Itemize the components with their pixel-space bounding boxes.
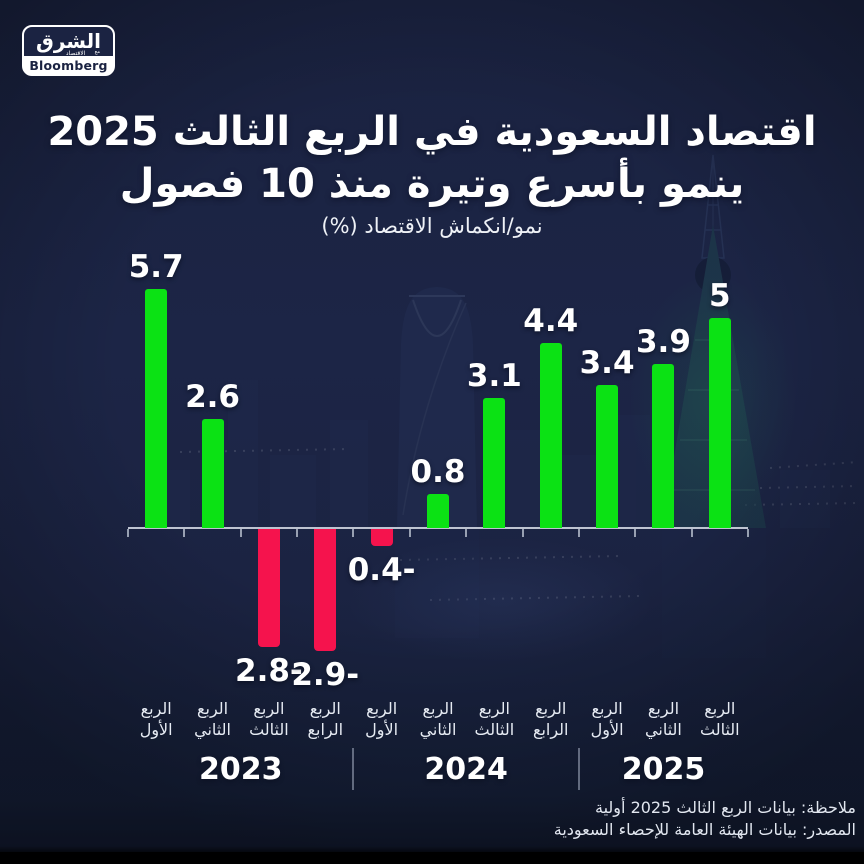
bar-value-label: 2.6 <box>185 378 240 415</box>
quarter-label: الربع الثاني <box>419 699 457 739</box>
logo-asharq-text: الشرق <box>35 29 102 53</box>
quarter-label: الربع الثاني <box>645 699 682 739</box>
quarter-label: الربع الرابع <box>307 699 344 739</box>
footer-note: ملاحظة: بيانات الربع الثالث 2025 أولية <box>595 798 856 817</box>
logo-bloomberg-strip: مع Bloomberg <box>23 49 114 75</box>
bar-value-label: 3.4 <box>579 345 635 382</box>
quarter-label: الربع الأول <box>139 699 173 739</box>
bar <box>257 529 280 647</box>
x-axis-tick <box>127 529 129 537</box>
x-axis-tick <box>296 529 299 537</box>
bar-value-label: 0.8 <box>410 454 466 491</box>
bar-value-label: 5 <box>709 278 731 314</box>
page-title: اقتصاد السعودية في الربع الثالث 2025 ينم… <box>0 106 864 210</box>
title-line-1: اقتصاد السعودية في الربع الثالث 2025 <box>47 109 817 155</box>
quarter-label: الربع الرابع <box>532 699 569 739</box>
bar-value-label: 4.4 <box>523 303 579 340</box>
bar-value-label: 0.4- <box>347 551 416 588</box>
x-axis-tick <box>690 529 693 537</box>
x-axis-line <box>128 527 748 529</box>
logo-aliqtisad-text: الاقتصاد <box>65 50 86 57</box>
x-axis-tick <box>183 529 186 537</box>
bar <box>370 529 393 546</box>
title-line-2: ينمو بأسرع وتيرة منذ 10 فصول <box>119 161 745 207</box>
chart-subtitle: نمو/انكماش الاقتصاد (%) <box>321 214 543 238</box>
bar <box>483 397 506 528</box>
year-divider <box>352 748 355 790</box>
quarter-label: الربع الثالث <box>249 699 289 739</box>
bar-value-label: 3.1 <box>466 357 522 394</box>
bar <box>201 418 224 528</box>
bottom-black-strip <box>0 852 864 864</box>
logo-bloomberg-text: Bloomberg <box>29 58 108 73</box>
quarter-label: الربع الثالث <box>700 699 740 739</box>
bar-value-label: 5.7 <box>128 248 184 285</box>
year-divider <box>577 748 580 790</box>
x-axis-tick <box>577 529 580 537</box>
year-label: 2024 <box>424 752 508 787</box>
bottom-strip-fade <box>0 846 864 852</box>
bar <box>427 494 449 528</box>
footer-source: المصدر: بيانات الهيئة العامة للإحصاء الس… <box>553 820 856 839</box>
x-axis-tick <box>239 529 242 537</box>
asharq-bloomberg-logo: الشرق الاقتصاد مع Bloomberg <box>22 25 115 76</box>
x-axis-tick <box>408 529 411 537</box>
bar <box>596 385 619 528</box>
logo-with-text: مع <box>94 49 100 55</box>
quarter-label: الربع الثالث <box>474 699 515 739</box>
bar <box>652 364 675 528</box>
bar <box>539 343 562 528</box>
quarter-label: الربع الثاني <box>194 699 231 739</box>
year-label: 2023 <box>198 752 283 787</box>
bar-value-label: 2.9- <box>291 656 360 693</box>
x-axis-tick <box>634 529 637 537</box>
x-axis-tick <box>747 529 749 537</box>
bar <box>708 318 731 528</box>
footer-notes: ملاحظة: بيانات الربع الثالث 2025 أولية ا… <box>554 797 856 841</box>
x-axis-tick <box>352 529 355 537</box>
bar-value-label: 3.9 <box>635 324 691 361</box>
bar <box>314 529 337 651</box>
quarter-label: الربع الأول <box>590 699 624 739</box>
bar-value-label: 2.8- <box>235 652 303 689</box>
year-label: 2025 <box>621 752 706 787</box>
x-axis-tick <box>465 529 468 537</box>
x-axis-tick <box>521 529 524 537</box>
bar <box>145 288 168 528</box>
quarter-label: الربع الأول <box>365 699 399 739</box>
